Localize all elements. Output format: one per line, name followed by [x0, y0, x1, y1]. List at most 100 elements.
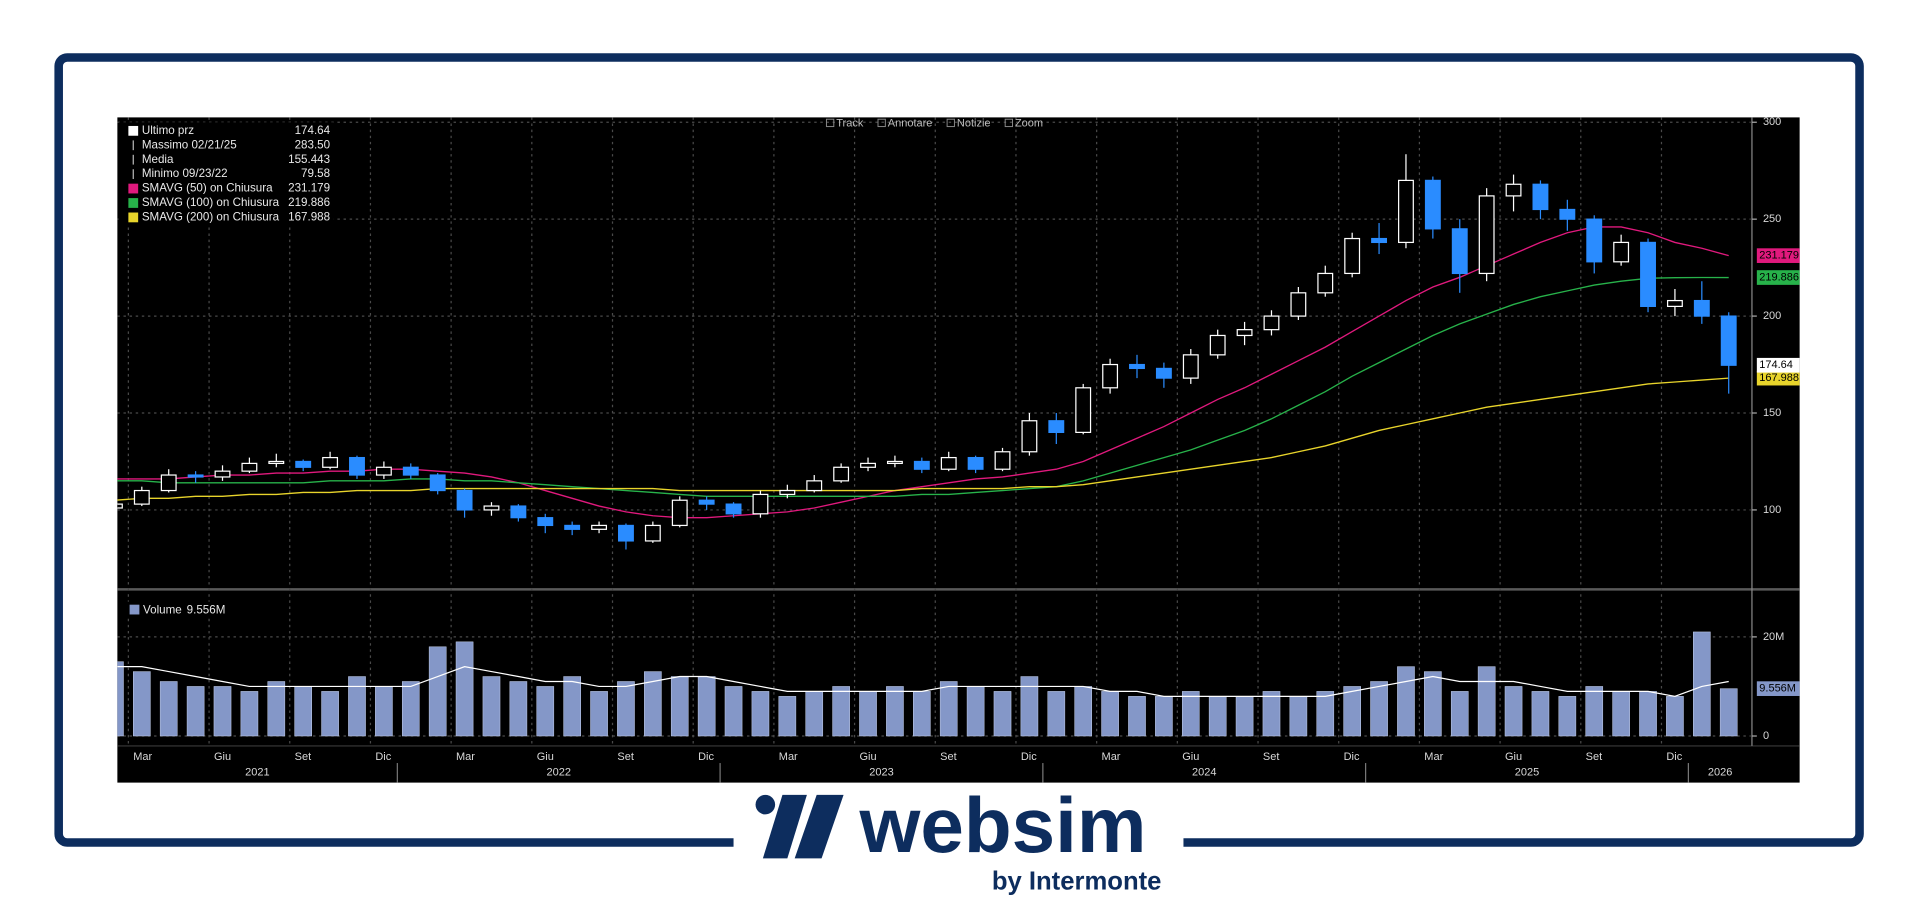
volume-bar — [133, 671, 151, 737]
year-label: 2025 — [1515, 767, 1539, 779]
candle-body — [994, 451, 1011, 470]
x-tick-label: Dic — [1344, 751, 1360, 763]
candle-body — [268, 460, 285, 465]
volume-bar — [1128, 696, 1146, 737]
grid — [117, 117, 1751, 746]
volume-bar — [482, 676, 501, 737]
candle-body — [886, 460, 903, 465]
volume-bar — [1424, 671, 1442, 737]
volume-bar — [1262, 691, 1281, 737]
toolbar-icon — [1004, 118, 1014, 128]
legend-label: Minimo 09/23/22 — [142, 167, 228, 180]
sma-value-tag: 167.988 — [1759, 372, 1799, 384]
candle-body — [537, 517, 554, 527]
candle-body — [1182, 354, 1199, 379]
volume-legend-label: Volume — [143, 603, 182, 616]
candle-body — [1344, 237, 1361, 275]
volume-value-tag: 9.556M — [1759, 683, 1796, 695]
volume-bar — [186, 686, 205, 737]
legend-swatch — [128, 198, 139, 208]
volume-bar — [724, 686, 743, 737]
volume-bar — [321, 691, 339, 737]
y-tick-label: 150 — [1763, 407, 1781, 419]
volume-bar — [1666, 696, 1684, 737]
candle-body — [1290, 292, 1307, 317]
candle-body — [1586, 218, 1603, 263]
x-tick-label: Dic — [375, 751, 391, 763]
volume-bar — [1693, 631, 1711, 737]
candle-body — [1559, 208, 1576, 220]
candle-body — [725, 503, 742, 515]
volume-bar — [159, 681, 178, 737]
volume-bar — [886, 686, 904, 737]
sma-value-tag-bg — [1756, 248, 1800, 263]
chart-panel — [117, 117, 1800, 783]
logo-tagline: by Intermonte — [992, 868, 1162, 896]
volume-bar — [213, 686, 232, 737]
legend-label: Media — [142, 153, 174, 166]
volume-bar — [117, 661, 124, 737]
candle-body — [1532, 183, 1549, 211]
candle-body — [967, 456, 984, 470]
candle-body — [1424, 179, 1441, 230]
x-tick-label: Set — [1586, 751, 1603, 763]
sma-value-tag-bg — [1756, 370, 1800, 386]
volume-bar — [1450, 691, 1469, 737]
y-tick-label: 20M — [1763, 631, 1784, 643]
x-tick-label: Set — [1263, 751, 1280, 763]
year-label: 2021 — [245, 767, 269, 779]
candle-body — [806, 480, 823, 492]
y-tick-label: 0 — [1763, 730, 1769, 742]
toolbar-button[interactable]: Annotare — [888, 117, 933, 129]
candle-body — [940, 456, 957, 470]
toolbar-icon — [946, 118, 955, 128]
volume-bar — [375, 686, 393, 737]
volume-bar — [1612, 691, 1630, 737]
legend-value: 79.58 — [301, 167, 330, 180]
candle-body — [671, 499, 688, 527]
candle-body — [1048, 420, 1065, 433]
legend-value: 155.443 — [288, 153, 330, 166]
toolbar-button[interactable]: Track — [836, 117, 864, 129]
volume-bar — [778, 696, 797, 737]
candle-body — [133, 489, 150, 505]
sma-value-tag: 219.886 — [1759, 271, 1799, 283]
toolbar-button[interactable]: Notizie — [957, 117, 991, 129]
volume-bar — [401, 681, 420, 737]
x-tick-label: Mar — [456, 751, 475, 763]
volume-bar — [1585, 686, 1604, 737]
volume-bar — [1289, 696, 1308, 737]
candles — [117, 154, 1737, 550]
y-tick-label: 250 — [1763, 213, 1781, 225]
candle-body — [429, 474, 446, 492]
candle-body — [1505, 183, 1522, 197]
candle-body — [618, 524, 634, 542]
year-label: 2023 — [869, 767, 893, 779]
legend-value: 231.179 — [288, 182, 330, 195]
volume-bar — [697, 676, 716, 737]
volume-panel — [117, 631, 1738, 737]
volume-bar — [1074, 686, 1093, 737]
legend-value: 167.988 — [288, 210, 330, 223]
x-tick-label: Mar — [1102, 751, 1121, 763]
x-tick-label: Giu — [1182, 751, 1199, 763]
candle-body — [833, 466, 850, 482]
legend-label: SMAVG (100) on Chiusura — [142, 196, 280, 209]
x-tick-label: Dic — [1021, 751, 1037, 763]
candle-body — [483, 505, 500, 511]
volume-bar — [1639, 691, 1657, 737]
volume-bar — [859, 691, 877, 737]
volume-bar — [267, 681, 286, 737]
toolbar-button[interactable]: Zoom — [1015, 117, 1043, 129]
candle-body — [1317, 272, 1334, 294]
candle-body — [1075, 387, 1092, 433]
sma-value-tag: 231.179 — [1759, 250, 1799, 262]
legend-value: 174.64 — [295, 124, 331, 137]
year-label: 2022 — [546, 767, 570, 779]
candle-body — [1478, 195, 1495, 275]
volume-bar — [1370, 681, 1388, 737]
volume-bar — [428, 646, 447, 737]
volume-bar — [590, 691, 608, 737]
volume-bar — [1477, 666, 1496, 737]
candle-body — [295, 460, 312, 468]
